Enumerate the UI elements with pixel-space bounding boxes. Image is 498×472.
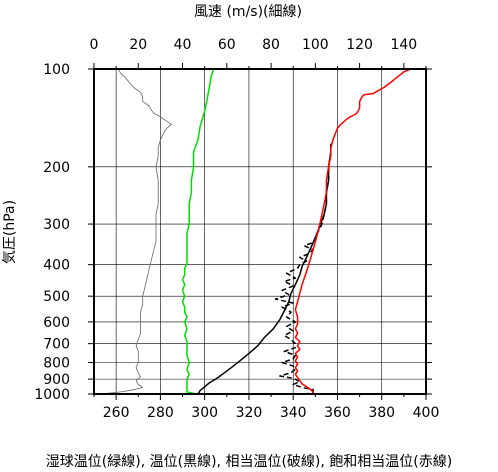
tick-label-bottom: 400 — [413, 405, 440, 421]
plot-frame — [93, 68, 427, 395]
tick-label-bottom: 300 — [191, 405, 218, 421]
tick-label-bottom: 260 — [103, 405, 130, 421]
tick-label-left: 100 — [43, 62, 70, 78]
tick-label-left: 400 — [43, 258, 70, 274]
tick-label-top: 120 — [346, 37, 373, 53]
tick-label-left: 600 — [43, 315, 70, 331]
series-layer — [100, 68, 411, 395]
tick-label-left: 200 — [43, 160, 70, 176]
ticks: 260 280 300 320 340 360 380 400 0 20 40 60 80 100 120 1… — [34, 37, 439, 421]
series-line — [100, 68, 172, 395]
series-line — [294, 68, 411, 394]
tick-label-top: 20 — [129, 37, 147, 53]
tick-label-bottom: 360 — [324, 405, 351, 421]
tick-label-left: 900 — [43, 372, 70, 388]
tick-label-top: 0 — [90, 37, 99, 53]
top-axis-title: 風速 (m/s)(細線) — [194, 4, 302, 20]
tick-label-left: 800 — [43, 356, 70, 372]
tick-label-top: 40 — [174, 37, 192, 53]
tick-label-top: 80 — [262, 37, 280, 53]
tick-label-bottom: 280 — [147, 405, 174, 421]
grid — [94, 68, 427, 395]
tick-label-top: 140 — [390, 37, 417, 53]
tick-label-left: 1000 — [34, 387, 70, 403]
series-line — [181, 68, 215, 395]
tick-label-bottom: 380 — [368, 405, 395, 421]
bottom-axis-title: 湿球温位(緑線), 温位(黒線), 相当温位(破線), 飽和相当温位(赤線) — [46, 453, 452, 470]
tick-label-left: 300 — [43, 217, 70, 233]
tick-label-bottom: 340 — [280, 405, 307, 421]
tick-label-bottom: 320 — [236, 405, 263, 421]
y-axis-title: 気圧(hPa) — [2, 200, 18, 264]
series-line — [197, 143, 332, 395]
series-line — [200, 143, 332, 395]
tick-label-top: 100 — [302, 37, 329, 53]
tick-label-top: 60 — [218, 37, 236, 53]
tick-label-left: 700 — [43, 337, 70, 353]
tick-label-left: 500 — [43, 289, 70, 305]
